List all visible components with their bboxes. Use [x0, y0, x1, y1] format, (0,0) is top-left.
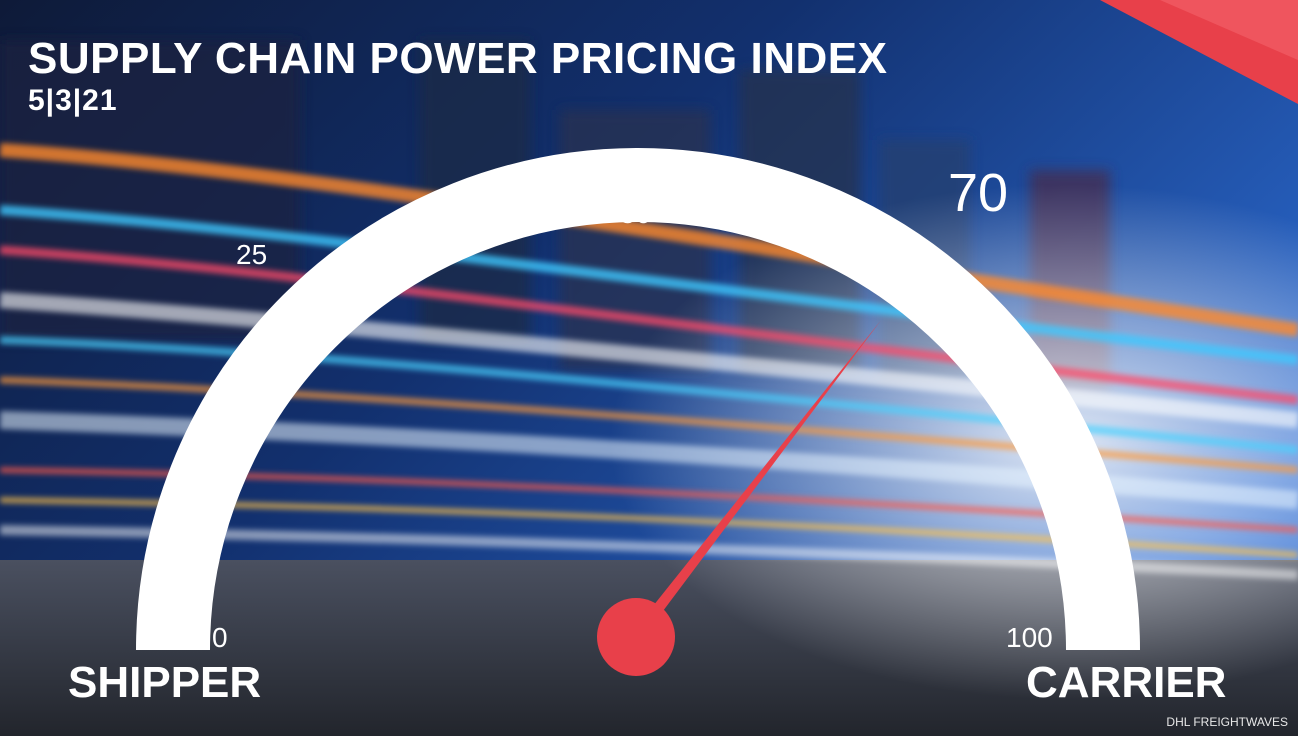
tick-label-25: 25	[236, 239, 268, 270]
credit-label: DHL FREIGHTWAVES	[1166, 715, 1288, 729]
carrier-label: CARRIER	[1026, 658, 1227, 707]
gauge-hub	[597, 598, 675, 676]
tick-label-0: 0	[212, 622, 228, 653]
tick-label-50: 50	[620, 198, 652, 229]
tick-label-100: 100	[1006, 622, 1053, 653]
gauge-arc	[136, 148, 1140, 651]
shipper-label: SHIPPER	[68, 658, 262, 707]
gauge-needle	[631, 320, 881, 641]
page-title: SUPPLY CHAIN POWER PRICING INDEX	[28, 34, 888, 83]
gauge-value: 70	[948, 163, 1009, 223]
date-label: 5|3|21	[28, 84, 118, 117]
